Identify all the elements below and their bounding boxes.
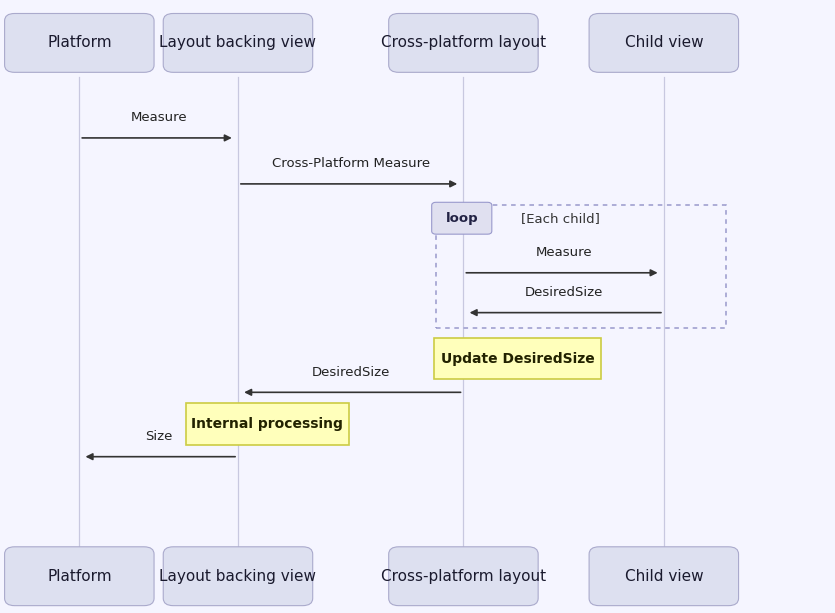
FancyBboxPatch shape <box>388 547 539 606</box>
Text: [Each child]: [Each child] <box>521 211 600 225</box>
FancyBboxPatch shape <box>5 547 154 606</box>
Text: Cross-platform layout: Cross-platform layout <box>381 36 546 50</box>
Text: Layout backing view: Layout backing view <box>159 569 316 584</box>
FancyBboxPatch shape <box>589 13 738 72</box>
Text: DesiredSize: DesiredSize <box>524 286 603 299</box>
FancyBboxPatch shape <box>589 547 738 606</box>
Text: Cross-Platform Measure: Cross-Platform Measure <box>271 158 430 170</box>
Text: Cross-platform layout: Cross-platform layout <box>381 569 546 584</box>
FancyBboxPatch shape <box>185 403 349 445</box>
Text: Platform: Platform <box>47 36 112 50</box>
FancyBboxPatch shape <box>163 13 312 72</box>
Text: Size: Size <box>145 430 172 443</box>
FancyBboxPatch shape <box>5 13 154 72</box>
Text: Measure: Measure <box>535 246 592 259</box>
Bar <box>436 205 726 328</box>
Text: Measure: Measure <box>130 112 187 124</box>
Text: Platform: Platform <box>47 569 112 584</box>
FancyBboxPatch shape <box>432 202 492 234</box>
FancyBboxPatch shape <box>163 547 312 606</box>
Text: loop: loop <box>445 211 478 225</box>
FancyBboxPatch shape <box>388 13 539 72</box>
Text: Layout backing view: Layout backing view <box>159 36 316 50</box>
Text: Update DesiredSize: Update DesiredSize <box>441 352 595 365</box>
Text: Internal processing: Internal processing <box>191 417 343 431</box>
Text: Child view: Child view <box>625 36 703 50</box>
FancyBboxPatch shape <box>434 338 601 379</box>
Text: Child view: Child view <box>625 569 703 584</box>
Text: DesiredSize: DesiredSize <box>311 366 390 379</box>
